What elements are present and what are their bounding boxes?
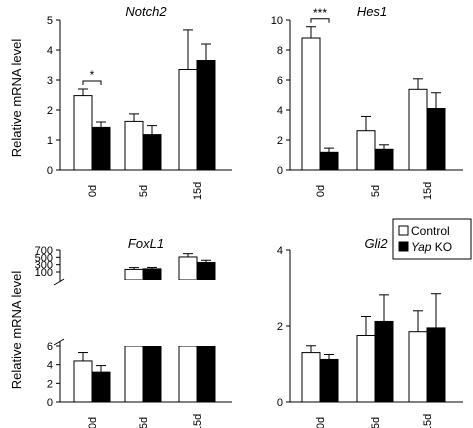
y-tick-label: 4	[277, 105, 283, 117]
bar	[142, 345, 162, 403]
y-tick-label: 8	[277, 45, 283, 57]
axis-break-mark	[53, 278, 65, 286]
y-tick-label: 0	[277, 397, 283, 409]
legend-swatch-ko	[398, 241, 409, 252]
bar	[408, 88, 428, 171]
x-tick-label: 15d	[192, 182, 204, 200]
x-tick-label: 0d	[315, 185, 327, 197]
bar	[301, 352, 321, 403]
y-tick-label: 2	[277, 321, 283, 333]
bar	[91, 371, 111, 403]
y-tick-label: 5	[47, 15, 53, 27]
significance-label: *	[90, 68, 95, 82]
y-tick-label: 3	[47, 75, 53, 87]
bar-gap	[124, 280, 144, 346]
bar	[319, 151, 339, 171]
x-tick-label: 15d	[422, 414, 434, 428]
bar	[178, 69, 198, 171]
chart-title: Gli2	[364, 236, 388, 251]
y-tick-label: 300	[35, 260, 53, 272]
x-tick-label: 5d	[138, 185, 150, 197]
y-axis-label-bottom: Relative mRNA level	[9, 271, 24, 390]
y-tick-label: 4	[47, 360, 53, 372]
bar	[124, 345, 144, 403]
bar	[196, 345, 216, 403]
x-tick-label: 15d	[422, 182, 434, 200]
bar	[142, 134, 162, 171]
x-tick-label: 0d	[87, 185, 99, 197]
x-tick-label: 5d	[370, 417, 382, 428]
bar	[408, 331, 428, 403]
y-tick-label: 500	[35, 252, 53, 264]
significance-bracket	[82, 80, 102, 85]
bar	[356, 335, 376, 403]
y-tick-label: 4	[47, 45, 53, 57]
chart-panel-1: Hes1 0 2 4 6 8 10 0d 5d 15d ***	[271, 4, 463, 200]
y-tick-label: 0	[47, 165, 53, 177]
y-tick-label: 10	[271, 15, 283, 27]
bar	[178, 345, 198, 403]
bar	[142, 268, 162, 281]
bar	[73, 95, 93, 171]
legend: Control Yap KO	[392, 218, 472, 260]
bar	[91, 126, 111, 171]
y-tick-label: 2	[47, 378, 53, 390]
chart-title: Notch2	[125, 4, 167, 19]
bar	[124, 268, 144, 281]
y-tick-label: 100	[35, 267, 53, 279]
bar-gap	[196, 280, 216, 346]
y-tick-label: 0	[277, 165, 283, 177]
y-tick-label: 0	[47, 397, 53, 409]
bar	[356, 130, 376, 171]
significance-label: ***	[313, 6, 327, 20]
legend-label-ko: Yap KO	[411, 240, 452, 254]
legend-swatch-control	[398, 225, 409, 236]
y-tick-label: 6	[277, 75, 283, 87]
bar	[73, 360, 93, 403]
bar	[426, 327, 446, 403]
bar	[178, 256, 198, 281]
bar	[124, 120, 144, 171]
bar	[319, 358, 339, 403]
bar	[426, 108, 446, 171]
chart-title: Hes1	[357, 4, 387, 19]
y-axis-label-top: Relative mRNA level	[9, 39, 24, 158]
y-tick-label: 6	[47, 341, 53, 353]
significance-bracket	[310, 18, 330, 23]
x-tick-label: 15d	[192, 414, 204, 428]
y-tick-label: 700	[35, 245, 53, 257]
bar	[374, 320, 394, 403]
x-tick-label: 0d	[315, 417, 327, 428]
legend-label-control: Control	[411, 224, 450, 238]
axis-break-mark	[53, 338, 65, 346]
chart-title: FoxL1	[128, 236, 164, 251]
bar	[374, 148, 394, 171]
y-tick-label: 1	[47, 135, 53, 147]
x-tick-label: 5d	[138, 417, 150, 428]
bar-gap	[142, 280, 162, 346]
legend-label-ko-suffix: KO	[431, 240, 452, 254]
y-tick-label: 2	[277, 135, 283, 147]
y-tick-label: 2	[47, 105, 53, 117]
bar	[196, 261, 216, 281]
x-tick-label: 5d	[370, 185, 382, 197]
x-tick-label: 0d	[87, 417, 99, 428]
bar	[196, 60, 216, 171]
chart-panel-0: Notch2 0 1 2 3 4 5 0d 5d 15d *	[47, 4, 232, 200]
chart-panel-3: Gli2 0 2 4 0d 5d 15d	[277, 236, 463, 428]
bar	[301, 37, 321, 171]
bar-gap	[178, 280, 198, 346]
y-tick-label: 4	[277, 245, 283, 257]
legend-label-ko-gene: Yap	[411, 240, 432, 254]
